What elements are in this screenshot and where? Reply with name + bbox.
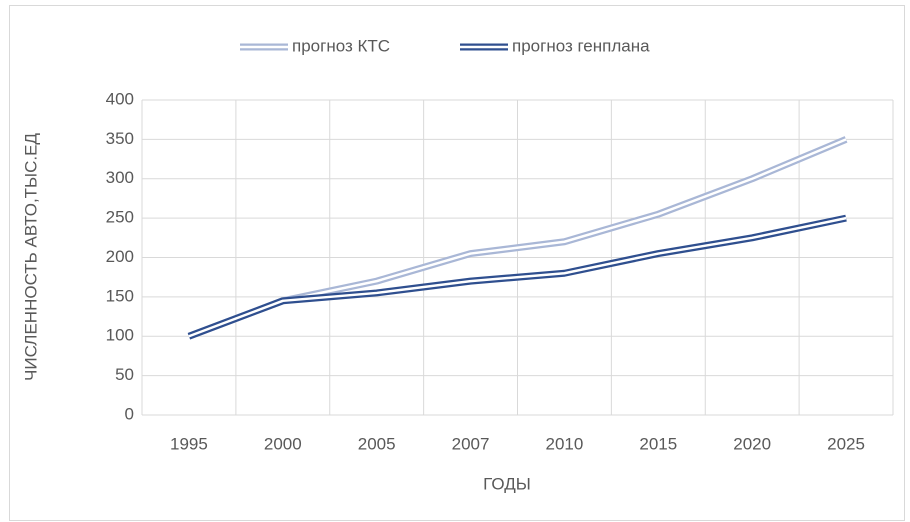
y-tick-label: 200 (106, 247, 134, 266)
y-tick-label: 100 (106, 326, 134, 345)
legend-label: прогноз КТС (292, 36, 390, 55)
chart-frame (9, 5, 905, 521)
y-tick-label: 150 (106, 286, 134, 305)
x-tick-label: 2025 (827, 434, 865, 453)
x-tick-label: 2005 (358, 434, 396, 453)
legend-label: прогноз генплана (512, 36, 650, 55)
y-tick-label: 350 (106, 129, 134, 148)
x-tick-label: 2015 (639, 434, 677, 453)
x-axis-title: ГОДЫ (483, 474, 531, 493)
y-tick-label: 400 (106, 89, 134, 108)
y-tick-label: 300 (106, 168, 134, 187)
x-tick-label: 2020 (733, 434, 771, 453)
series-line-gap (188, 216, 847, 338)
y-tick-label: 250 (106, 208, 134, 227)
y-tick-label: 50 (115, 365, 134, 384)
y-tick-label: 0 (125, 404, 134, 423)
x-tick-label: 2007 (452, 434, 490, 453)
x-tick-label: 1995 (170, 434, 208, 453)
x-tick-label: 2010 (546, 434, 584, 453)
x-tick-label: 2000 (264, 434, 302, 453)
y-axis-title: ЧИСЛЕННОСТЬ АВТО,ТЫС.ЕД (21, 133, 40, 381)
